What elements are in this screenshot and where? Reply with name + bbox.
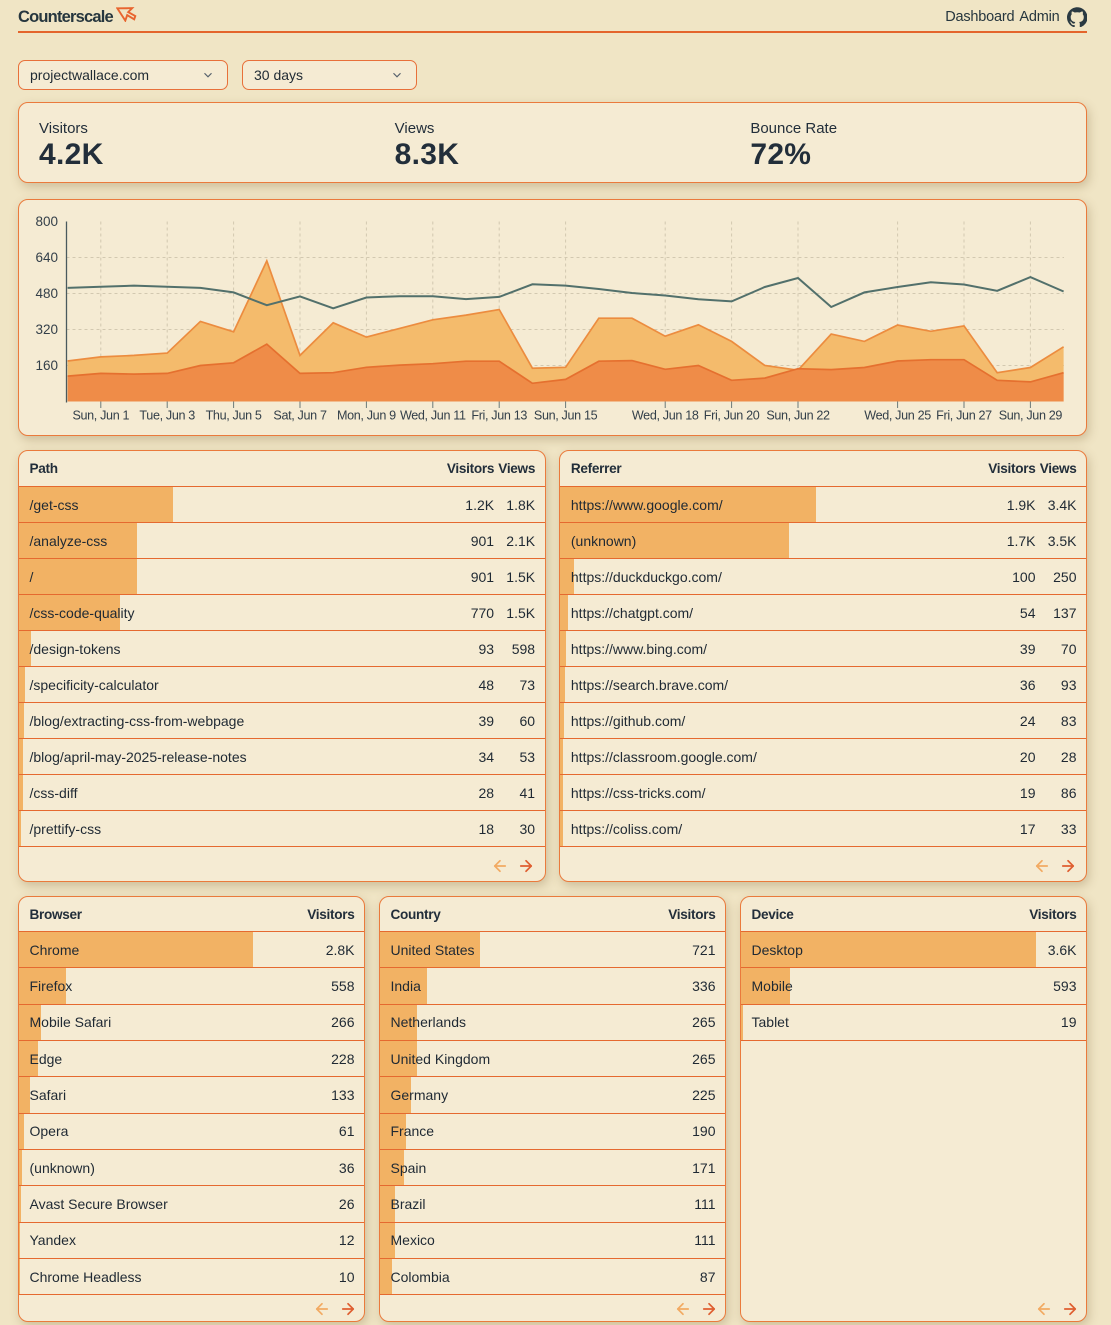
svg-text:Thu, Jun 5: Thu, Jun 5 [206, 409, 262, 423]
svg-text:Sun, Jun 1: Sun, Jun 1 [72, 409, 129, 423]
svg-text:Sun, Jun 15: Sun, Jun 15 [534, 409, 598, 423]
svg-text:480: 480 [35, 286, 58, 301]
svg-text:Fri, Jun 13: Fri, Jun 13 [471, 409, 527, 423]
svg-text:Tue, Jun 3: Tue, Jun 3 [139, 409, 195, 423]
svg-text:Wed, Jun 18: Wed, Jun 18 [632, 409, 699, 423]
svg-text:800: 800 [35, 214, 58, 229]
svg-text:Fri, Jun 27: Fri, Jun 27 [936, 409, 992, 423]
svg-text:Wed, Jun 25: Wed, Jun 25 [864, 409, 931, 423]
svg-text:Sat, Jun 7: Sat, Jun 7 [273, 409, 327, 423]
svg-text:Wed, Jun 11: Wed, Jun 11 [400, 409, 466, 423]
svg-text:Sun, Jun 22: Sun, Jun 22 [766, 409, 830, 423]
svg-text:640: 640 [35, 250, 58, 265]
svg-text:Sun, Jun 29: Sun, Jun 29 [999, 409, 1063, 423]
svg-text:Mon, Jun 9: Mon, Jun 9 [337, 409, 396, 423]
svg-text:Fri, Jun 20: Fri, Jun 20 [704, 409, 760, 423]
svg-text:160: 160 [35, 358, 58, 373]
svg-text:320: 320 [35, 322, 58, 337]
